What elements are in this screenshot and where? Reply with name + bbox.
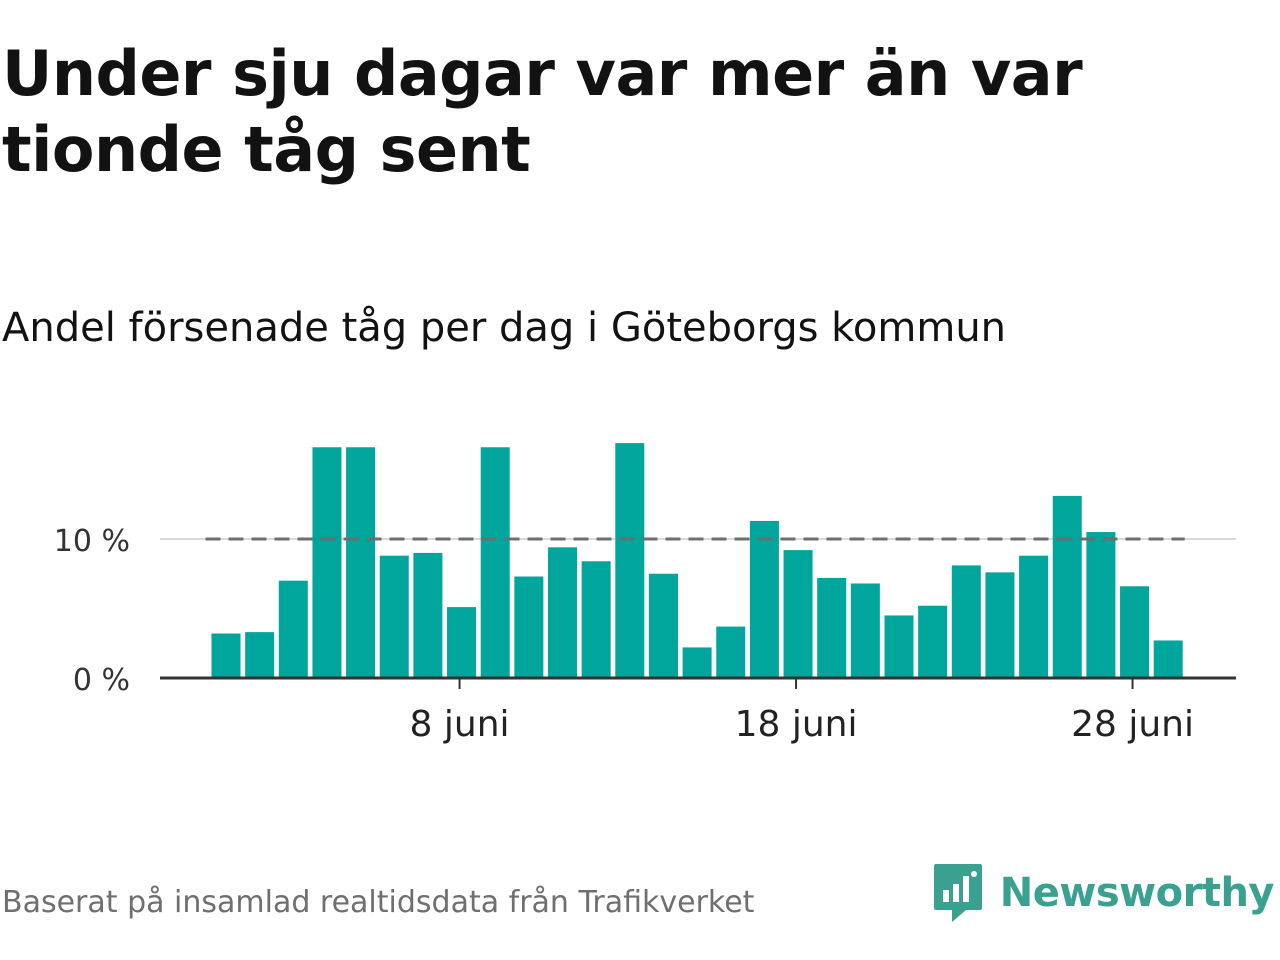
bar <box>480 447 510 678</box>
bar <box>783 550 813 678</box>
bar <box>1153 640 1183 678</box>
x-tick-label: 28 juni <box>1071 704 1194 745</box>
bar <box>918 605 948 678</box>
bar-chart: 0 % 10 % 8 juni 18 juni 28 juni <box>54 443 1236 745</box>
bar <box>211 633 241 678</box>
bar <box>1120 586 1150 678</box>
bar <box>548 547 577 678</box>
newsworthy-icon <box>933 864 982 922</box>
bar <box>615 443 645 678</box>
brand-logo: Newsworthy <box>932 862 1275 924</box>
x-tick-label: 18 juni <box>735 704 858 745</box>
chart-title: Under sju dagar var mer än var tionde tå… <box>2 37 1083 186</box>
bar <box>951 565 981 678</box>
bar <box>648 573 678 678</box>
bar <box>1086 532 1116 678</box>
bar <box>514 576 544 678</box>
bar <box>346 447 376 678</box>
y-tick-label: 10 % <box>54 524 130 559</box>
bar <box>581 561 611 678</box>
brand-name: Newsworthy <box>999 870 1275 916</box>
bar <box>245 632 275 678</box>
bar <box>850 583 880 678</box>
bar <box>1019 555 1049 678</box>
x-tick-label: 8 juni <box>410 704 510 745</box>
y-tick-label: 0 % <box>73 663 130 698</box>
bar <box>447 607 477 678</box>
bar <box>1052 495 1082 678</box>
chart-subtitle: Andel försenade tåg per dag i Göteborgs … <box>2 305 1007 351</box>
bar <box>985 572 1015 678</box>
bar <box>312 447 342 678</box>
bar <box>817 577 847 678</box>
source-note: Baserat på insamlad realtidsdata från Tr… <box>2 885 755 920</box>
bar <box>379 555 409 678</box>
bar <box>413 552 443 678</box>
bar <box>884 615 914 678</box>
bar <box>682 647 712 678</box>
bar <box>278 580 308 678</box>
bar <box>749 520 779 678</box>
bar <box>716 626 746 678</box>
